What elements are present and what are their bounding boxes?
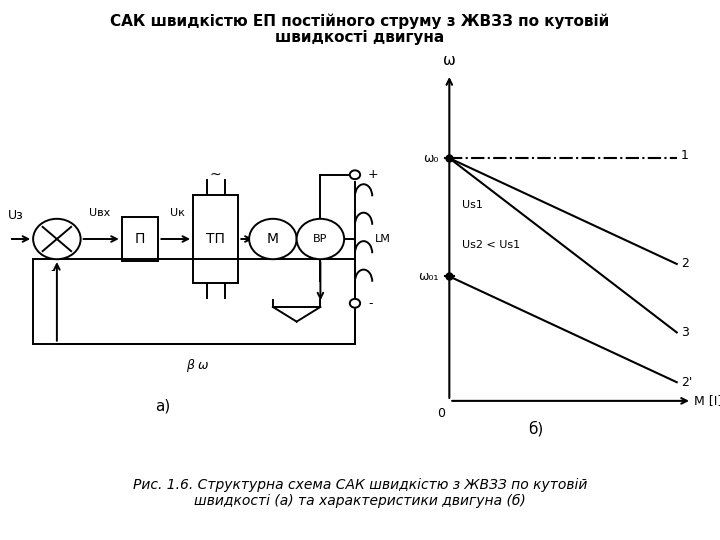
Text: Uвх: Uвх — [89, 208, 111, 218]
Text: ТП: ТП — [206, 232, 225, 246]
Text: ω₀₁: ω₀₁ — [418, 270, 438, 283]
Text: а): а) — [155, 399, 171, 414]
Text: Рис. 1.6. Структурна схема САК швидкістю з ЖВЗЗ по кутовій
швидкості (а) та хара: Рис. 1.6. Структурна схема САК швидкістю… — [132, 478, 588, 508]
Bar — [33, 259, 355, 343]
Text: LМ: LМ — [374, 234, 390, 244]
Text: САК швидкістю ЕП постійного струму з ЖВЗЗ по кутовій: САК швидкістю ЕП постійного струму з ЖВЗ… — [110, 14, 610, 29]
Circle shape — [297, 219, 344, 259]
Text: -: - — [368, 297, 372, 310]
Text: Us1: Us1 — [462, 200, 483, 210]
Text: +: + — [368, 168, 379, 181]
Text: швидкості двигуна: швидкості двигуна — [275, 30, 445, 45]
Text: 0: 0 — [436, 407, 445, 420]
Text: 3: 3 — [681, 326, 689, 339]
Text: -: - — [50, 264, 55, 276]
Circle shape — [33, 219, 81, 259]
Text: б): б) — [528, 421, 544, 437]
Text: Us2 < Us1: Us2 < Us1 — [462, 240, 521, 250]
Bar — [122, 217, 158, 261]
Text: ω: ω — [443, 53, 456, 68]
Text: ω₀: ω₀ — [423, 152, 438, 165]
Text: Uк: Uк — [171, 208, 185, 218]
Text: 1: 1 — [681, 148, 689, 161]
Text: 2': 2' — [681, 376, 693, 389]
Text: М: М — [267, 232, 279, 246]
Text: ~: ~ — [210, 168, 222, 182]
Text: 2: 2 — [681, 258, 689, 271]
Circle shape — [249, 219, 297, 259]
Circle shape — [350, 299, 360, 308]
Text: П: П — [135, 232, 145, 246]
Bar — [193, 195, 238, 283]
Text: Uз: Uз — [8, 208, 24, 221]
Text: М [І]: М [І] — [694, 394, 720, 407]
Text: ВР: ВР — [313, 234, 328, 244]
Circle shape — [350, 170, 360, 179]
Text: β ω: β ω — [186, 359, 209, 372]
